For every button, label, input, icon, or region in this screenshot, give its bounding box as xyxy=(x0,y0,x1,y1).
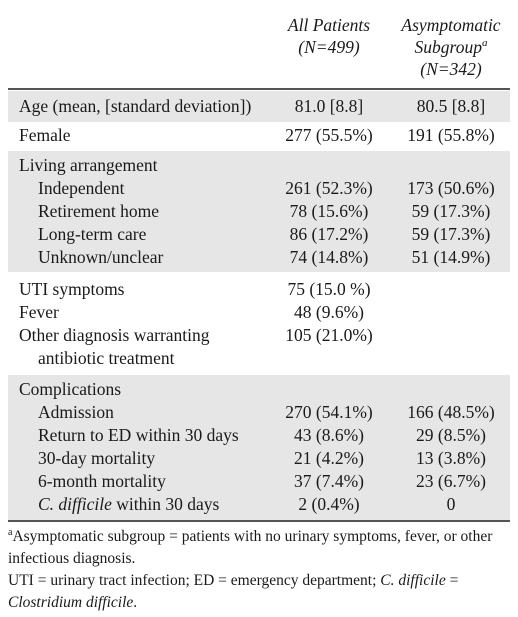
cell-subgroup: 23 (6.7%) xyxy=(416,471,486,491)
cell-all: 270 (54.1%) xyxy=(285,402,373,422)
footnote-abbrev-eq: = xyxy=(445,572,459,589)
cell-all: 75 (15.0 %) xyxy=(287,279,371,299)
cell-subgroup: 59 (17.3%) xyxy=(411,201,491,221)
cell-all: 78 (15.6%) xyxy=(289,201,369,221)
header-subgroup-n: (N=342) xyxy=(420,59,482,79)
footnote-a-text: Asymptomatic subgroup = patients with no… xyxy=(8,528,493,567)
cell-subgroup: 191 (55.8%) xyxy=(407,125,495,145)
table-row-living-arrangement: Living arrangement xyxy=(0,154,518,177)
row-label: Return to ED within 30 days xyxy=(38,425,239,445)
cell-all: 81.0 [8.8] xyxy=(294,96,364,116)
header-rule xyxy=(8,88,510,90)
table-row-return-ed: Return to ED within 30 days 43 (8.6%) 29… xyxy=(0,424,518,447)
table-row-independent: Independent 261 (52.3%) 173 (50.6%) xyxy=(0,177,518,200)
row-label: C. difficile within 30 days xyxy=(38,493,219,516)
row-label: Complications xyxy=(19,379,122,399)
row-label: Admission xyxy=(38,402,114,422)
footnote-abbrev-italic-1: C. difficile xyxy=(380,572,446,589)
header-all-patients-n: (N=499) xyxy=(298,37,360,57)
row-label: Other diagnosis warranting xyxy=(19,325,210,345)
footer-rule xyxy=(8,520,510,522)
row-label: Long-term care xyxy=(38,224,147,244)
cell-all: 261 (52.3%) xyxy=(285,178,373,198)
band-age xyxy=(8,91,510,122)
cell-all: 2 (0.4%) xyxy=(298,494,360,514)
row-label: 6-month mortality xyxy=(38,471,166,491)
footnote-a: aAsymptomatic subgroup = patients with n… xyxy=(8,526,513,570)
footnote-abbrev-text: UTI = urinary tract infection; ED = emer… xyxy=(8,572,381,589)
row-label: Age (mean, [standard deviation]) xyxy=(19,96,252,116)
table-row-age: Age (mean, [standard deviation]) 81.0 [8… xyxy=(0,95,518,118)
table-row-6-month-mortality: 6-month mortality 37 (7.4%) 23 (6.7%) xyxy=(0,470,518,493)
row-label-continued: antibiotic treatment xyxy=(38,348,175,368)
table-row-c-difficile: C. difficile within 30 days 2 (0.4%) 0 xyxy=(0,493,518,516)
row-label: Living arrangement xyxy=(19,155,158,175)
table-row-long-term-care: Long-term care 86 (17.2%) 59 (17.3%) xyxy=(0,223,518,246)
header-all-patients-label: All Patients xyxy=(287,15,371,35)
cell-all: 48 (9.6%) xyxy=(294,302,364,322)
table-row-other-diagnosis-cont: antibiotic treatment xyxy=(0,347,518,370)
table-row-admission: Admission 270 (54.1%) 166 (48.5%) xyxy=(0,401,518,424)
cell-subgroup: 0 xyxy=(446,494,456,514)
cell-subgroup: 13 (3.8%) xyxy=(416,448,486,468)
band-complications xyxy=(8,375,510,521)
footnote-a-mark: a xyxy=(8,526,13,538)
header-all-patients: All Patients (N=499) xyxy=(264,14,394,58)
cell-all: 86 (17.2%) xyxy=(289,224,369,244)
row-label: 30-day mortality xyxy=(38,448,156,468)
row-label: Fever xyxy=(19,302,59,322)
header-subgroup-footnote-mark: a xyxy=(481,37,488,50)
band-living-arrangement xyxy=(8,151,510,272)
cell-all: 43 (8.6%) xyxy=(294,425,364,445)
row-label: Retirement home xyxy=(38,201,160,221)
cell-all: 105 (21.0%) xyxy=(285,325,373,345)
row-label: Unknown/unclear xyxy=(38,247,164,267)
footnote-abbreviations: UTI = urinary tract infection; ED = emer… xyxy=(8,570,513,614)
table-header: All Patients (N=499) Asymptomatic Subgro… xyxy=(0,10,518,90)
row-label: Independent xyxy=(38,178,125,198)
footnote-abbrev-italic-2: Clostridium difficile xyxy=(8,594,134,611)
cell-all: 277 (55.5%) xyxy=(285,125,373,145)
cell-all: 21 (4.2%) xyxy=(294,448,364,468)
header-subgroup-label: Asymptomatic xyxy=(401,15,501,35)
footnote-abbrev-end: . xyxy=(133,594,138,611)
cell-subgroup: 173 (50.6%) xyxy=(407,178,495,198)
table-row-female: Female 277 (55.5%) 191 (55.8%) xyxy=(0,124,518,147)
table-row-fever: Fever 48 (9.6%) xyxy=(0,301,518,324)
table-row-other-diagnosis: Other diagnosis warranting 105 (21.0%) xyxy=(0,324,518,347)
row-label-italic: C. difficile xyxy=(38,494,112,514)
table-row-complications: Complications xyxy=(0,378,518,401)
cell-subgroup: 29 (8.5%) xyxy=(416,425,486,445)
table-row-uti-symptoms: UTI symptoms 75 (15.0 %) xyxy=(0,278,518,301)
cell-subgroup: 80.5 [8.8] xyxy=(416,96,486,116)
cell-subgroup: 51 (14.9%) xyxy=(411,247,491,267)
header-asymptomatic-subgroup: Asymptomatic Subgroupa (N=342) xyxy=(386,14,516,80)
table-row-retirement-home: Retirement home 78 (15.6%) 59 (17.3%) xyxy=(0,200,518,223)
table-row-30-day-mortality: 30-day mortality 21 (4.2%) 13 (3.8%) xyxy=(0,447,518,470)
table-row-unknown: Unknown/unclear 74 (14.8%) 51 (14.9%) xyxy=(0,246,518,269)
cell-all: 37 (7.4%) xyxy=(294,471,364,491)
cell-subgroup: 59 (17.3%) xyxy=(411,224,491,244)
row-label-rest: within 30 days xyxy=(111,494,220,514)
cell-subgroup: 166 (48.5%) xyxy=(407,402,495,422)
header-subgroup-label-2: Subgroup xyxy=(414,37,482,57)
row-label: Female xyxy=(19,125,71,145)
cell-all: 74 (14.8%) xyxy=(289,247,369,267)
row-label: UTI symptoms xyxy=(19,279,125,299)
